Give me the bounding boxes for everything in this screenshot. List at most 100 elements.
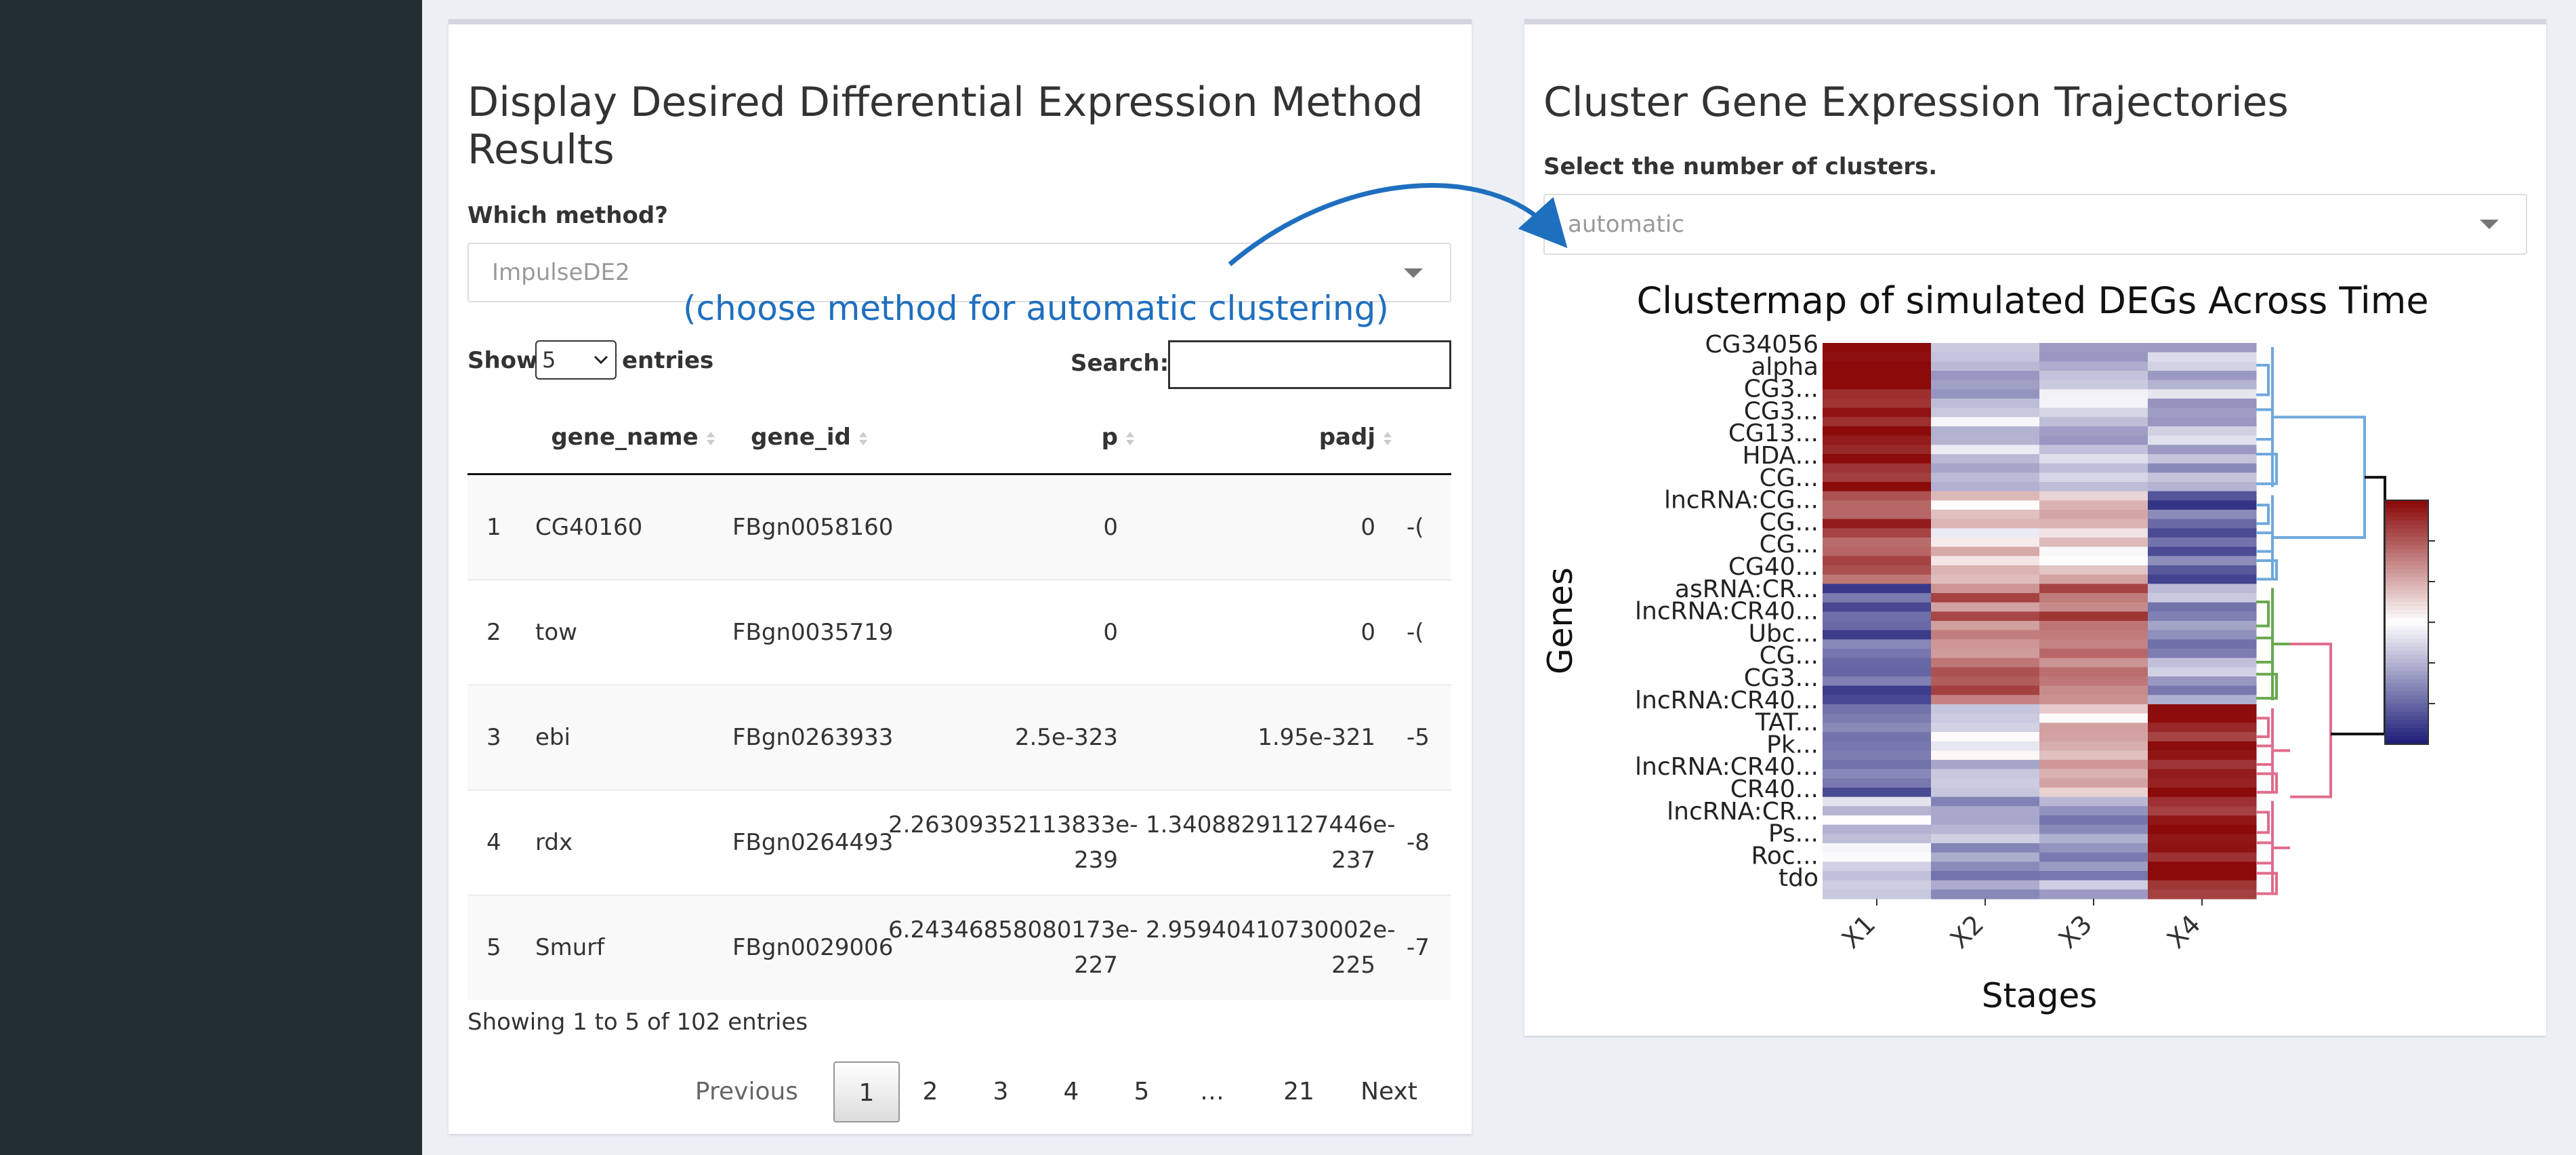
- heatmap-cell: [1823, 574, 1932, 584]
- method-select[interactable]: ImpulseDE2: [468, 243, 1451, 302]
- pager-page[interactable]: 4: [1063, 1078, 1079, 1106]
- heatmap-cell: [2148, 657, 2257, 668]
- colorbar-segment: [2385, 614, 2428, 619]
- dendrogram-branch: [2256, 636, 2274, 664]
- dendrogram-branch: [2271, 347, 2290, 487]
- heatmap-cell: [1823, 352, 1932, 362]
- heatmap-cell: [2148, 796, 2257, 807]
- colorbar-segment: [2385, 667, 2428, 672]
- table-row[interactable]: 3 ebi FBgn0263933 2.5e-323 1.95e-321 -5: [468, 685, 1451, 790]
- table-row[interactable]: 5 Smurf FBgn0029006 6.24346858080173e-227 2.…: [468, 895, 1451, 1000]
- gene-label: lncRNA:CR40...: [1635, 753, 1819, 781]
- heatmap-cell: [2039, 806, 2148, 816]
- cell-p: 0: [888, 474, 1145, 580]
- heatmap-cell: [2039, 852, 2148, 862]
- heatmap-cell: [2148, 389, 2257, 399]
- heatmap-cell: [1823, 500, 1932, 510]
- heatmap-cell: [1823, 602, 1932, 612]
- table-row[interactable]: 4 rdx FBgn0264493 2.26309352113833e-239 1.34…: [468, 790, 1451, 895]
- heatmap-cell: [1931, 667, 2040, 677]
- heatmap-cell: [1931, 843, 2040, 853]
- heatmap-cell: [1931, 528, 2040, 538]
- gene-label: Roc...: [1751, 842, 1819, 870]
- colorbar-segment: [2385, 508, 2428, 513]
- heatmap-cell: [1823, 685, 1932, 695]
- heatmap-cell: [1931, 657, 2040, 668]
- heatmap-cell: [1931, 723, 2040, 733]
- pager-page[interactable]: 1: [833, 1061, 900, 1122]
- gene-label: alpha: [1751, 353, 1819, 381]
- colorbar-segment: [2385, 545, 2428, 550]
- colorbar-segment: [2385, 512, 2428, 517]
- gene-label: CG3...: [1744, 664, 1819, 692]
- colorbar-segment: [2385, 720, 2428, 725]
- dendrogram-branch: [2256, 600, 2270, 628]
- heatmap-cell: [2039, 880, 2148, 890]
- col-header-gene-name[interactable]: gene_name: [535, 401, 732, 475]
- clustermap-chart: Clustermap of simulated DEGs Across Time…: [1541, 279, 2435, 1015]
- gene-label: asRNA:CR...: [1675, 575, 1819, 603]
- pager-page[interactable]: 5: [1134, 1078, 1150, 1106]
- col-header-extra: [1403, 401, 1451, 475]
- table-row[interactable]: 2 tow FBgn0035719 0 0 -(: [468, 580, 1451, 685]
- col-header-p[interactable]: p: [888, 401, 1145, 475]
- dendrogram-branch: [2271, 495, 2290, 580]
- colorbar-segment: [2385, 573, 2428, 578]
- heatmap-cell: [1931, 704, 2040, 714]
- heatmap-cell: [2148, 741, 2257, 751]
- pager-previous[interactable]: Previous: [694, 1078, 799, 1106]
- heatmap-cell: [1823, 769, 1932, 779]
- heatmap-cell: [2148, 667, 2257, 677]
- heatmap-cell: [2148, 630, 2257, 640]
- heatmap-cell: [1823, 778, 1932, 788]
- dendrogram-branch: [2256, 559, 2278, 581]
- heatmap-cell: [1823, 796, 1932, 807]
- clusters-select[interactable]: automatic: [1543, 194, 2527, 255]
- heatmap-cell: [2148, 834, 2257, 844]
- heatmap-cell: [2148, 880, 2257, 890]
- heatmap-cell: [1823, 732, 1932, 742]
- heatmap-cell: [2039, 843, 2148, 853]
- colorbar-segment: [2385, 521, 2428, 525]
- heatmap-cell: [2148, 500, 2257, 510]
- sort-icon: [706, 431, 715, 445]
- chevron-down-icon: [1404, 268, 1423, 278]
- entries-select[interactable]: 5: [535, 340, 617, 380]
- colorbar-segment: [2385, 500, 2428, 505]
- heatmap-cell: [1823, 843, 1932, 853]
- colorbar-segment: [2385, 541, 2428, 546]
- heatmap-cell: [1823, 750, 1932, 761]
- pager-next[interactable]: Next: [1360, 1078, 1417, 1106]
- heatmap-cell: [2039, 657, 2148, 668]
- pager-page[interactable]: 3: [993, 1078, 1009, 1106]
- colorbar-segment: [2385, 691, 2428, 696]
- heatmap-cell: [1931, 732, 2040, 742]
- sort-icon: [1126, 431, 1134, 445]
- pager-page[interactable]: 21: [1283, 1078, 1314, 1106]
- heatmap-cell: [1931, 685, 2040, 695]
- heatmap-cell: [1931, 463, 2040, 473]
- heatmap-cell: [1931, 713, 2040, 723]
- table-row[interactable]: 1 CG40160 FBgn0058160 0 0 -(: [468, 474, 1451, 580]
- heatmap-cell: [1931, 500, 2040, 510]
- colorbar-segment: [2385, 740, 2428, 745]
- clusters-label: Select the number of clusters.: [1543, 153, 1938, 180]
- gene-label: HDA...: [1743, 442, 1819, 470]
- pager-page[interactable]: 2: [922, 1078, 938, 1106]
- gene-label: TAT...: [1755, 709, 1819, 737]
- heatmap-cell: [2148, 621, 2257, 631]
- search-input[interactable]: [1168, 340, 1451, 389]
- col-header-gene-id[interactable]: gene_id: [732, 401, 888, 475]
- heatmap-cell: [2148, 426, 2257, 437]
- heatmap-cell: [2039, 519, 2148, 529]
- heatmap-cell: [2039, 862, 2148, 872]
- heatmap-cell: [2039, 621, 2148, 631]
- colorbar-segment: [2385, 602, 2428, 607]
- heatmap-cell: [2039, 667, 2148, 677]
- dendrogram-branch: [2256, 841, 2274, 865]
- heatmap-cell: [1823, 389, 1932, 399]
- heatmap-cell: [2148, 704, 2257, 714]
- dendrogram-branch: [2256, 772, 2278, 794]
- col-header-padj[interactable]: padj: [1145, 401, 1403, 475]
- dendrogram-branch: [2256, 811, 2270, 834]
